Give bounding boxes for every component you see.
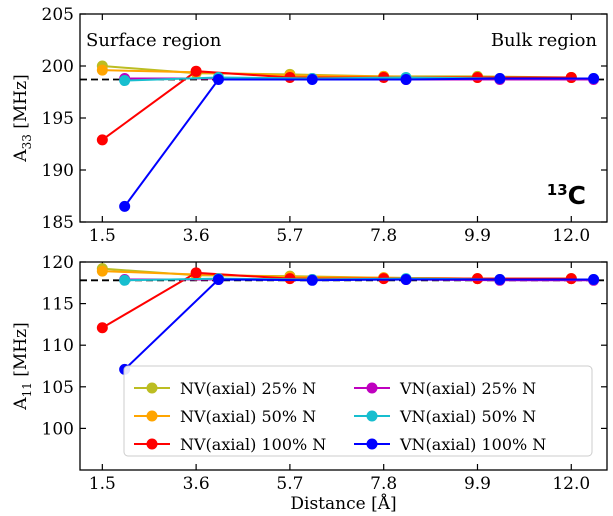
legend-entry-label: NV(axial) 25% N [180,379,316,398]
x-tick-label: 1.5 [89,226,116,246]
plot-frame [79,261,608,471]
legend-swatch-marker [146,382,158,394]
data-point [96,134,108,146]
legend: NV(axial) 25% N NV(axial) 50% N NV(axial) … [123,365,593,457]
x-axis-label: Distance [Å] [290,493,396,514]
data-point [212,273,224,285]
data-point [565,71,577,83]
panel-bottom: 1.5 3.6 5.7 7.8 9.9 12.0 100 105 110 115 120 A11 [M… [11,253,608,514]
y-axis-label-main: A [11,149,31,163]
legend-swatch-marker [366,410,378,422]
series-vn-axial-100-n [119,273,600,375]
surface-region-label: Surface region [86,30,222,51]
data-point [119,200,131,212]
data-point [212,74,224,86]
x-tick-label: 5.7 [276,474,303,494]
legend-swatch-marker [146,438,158,450]
x-tick-label: 7.8 [370,226,397,246]
legend-entry-label: VN(axial) 25% N [399,379,536,398]
data-point [119,274,131,286]
y-tick-label: 205 [42,5,74,25]
panel-top: 1.5 3.6 5.7 7.8 9.9 12.0 185 190 195 200 205 A33 [M… [11,5,608,246]
x-tick-label: 7.8 [370,474,397,494]
series-line [123,278,594,371]
x-tick-label: 3.6 [183,226,210,246]
legend-swatch-marker [146,410,158,422]
y-tick-label: 105 [42,378,74,398]
legend-entry-label: VN(axial) 50% N [399,407,536,426]
y-tick-label: 190 [42,161,74,181]
legend-entry-label: VN(axial) 100% N [399,435,546,454]
data-point [588,273,600,285]
y-axis-label-unit: [MHz] [11,322,31,382]
legend-swatch-marker [366,382,378,394]
data-point [190,65,202,77]
legend-swatch-marker [366,438,378,450]
data-point [400,273,412,285]
y-tick-label: 185 [42,213,74,233]
data-point [306,274,318,286]
y-axis-label-main: A [11,397,31,411]
y-tick-label: 120 [42,253,74,273]
x-tick-label: 12.0 [552,474,590,494]
y-axis-label-sub: 33 [20,134,34,149]
data-point [494,72,506,84]
data-point [306,74,318,86]
data-point [96,64,108,76]
x-tick-label: 3.6 [183,474,210,494]
data-point [190,267,202,279]
nucleus-symbol: C [568,181,586,210]
data-point [494,273,506,285]
bulk-region-label: Bulk region [491,30,598,51]
x-tick-label: 12.0 [552,226,590,246]
y-axis-label: A11 [MHz] [11,322,34,410]
y-tick-label: 110 [42,336,74,356]
y-axis-label-sub: 11 [20,382,34,397]
series-vn-axial-100-n [119,72,600,212]
y-axis-label-unit: [MHz] [11,74,31,134]
data-point [400,74,412,86]
y-axis-label: A33 [MHz] [11,74,34,162]
legend-entry-label: NV(axial) 100% N [180,435,326,454]
nucleus-mass-number: 13 [547,181,568,199]
data-point [96,322,108,334]
x-tick-label: 5.7 [276,226,303,246]
legend-box [123,365,593,457]
y-tick-label: 195 [42,109,74,129]
y-tick-label: 115 [42,295,74,315]
x-tick-label: 1.5 [89,474,116,494]
x-tick-label: 9.9 [464,226,491,246]
legend-entry-label: NV(axial) 50% N [180,407,316,426]
series-line [123,77,594,207]
data-point [588,72,600,84]
nucleus-label: 13C [547,181,586,210]
x-tick-label: 9.9 [464,474,491,494]
data-point [96,265,108,277]
y-tick-label: 200 [42,57,74,77]
data-point [119,75,131,87]
y-tick-label: 100 [42,419,74,439]
